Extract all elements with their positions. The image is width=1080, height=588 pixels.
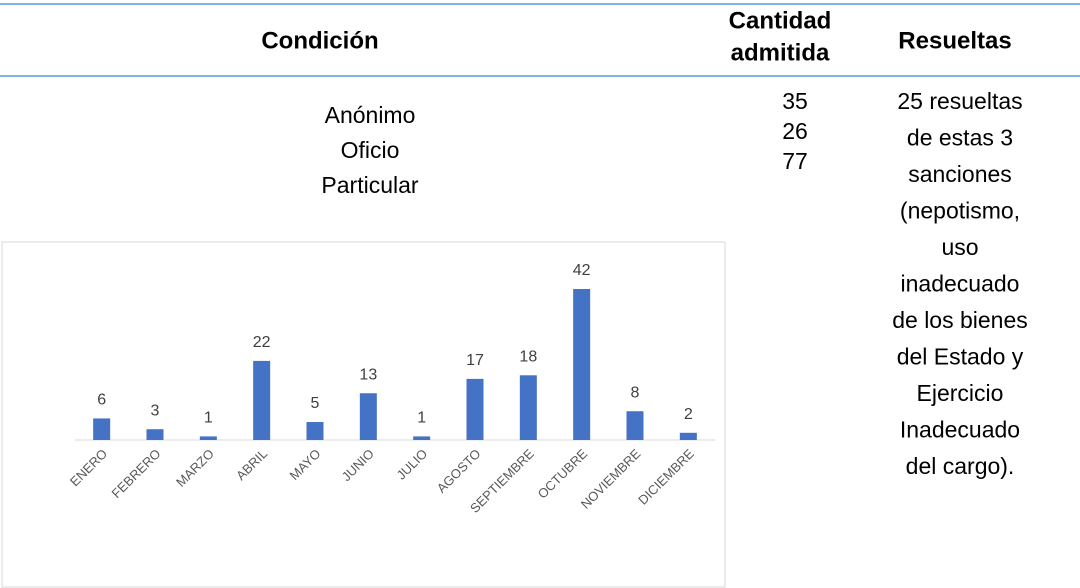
data-label: 1 [417,410,426,427]
bar [573,289,591,440]
quantity: 77 [782,148,808,174]
quantity: 26 [782,118,808,144]
resueltas-line: sanciones [908,161,1012,187]
condition: Particular [321,172,418,198]
data-label: 13 [359,366,377,383]
data-label: 3 [151,402,160,419]
resueltas-line: Inadecuado [900,417,1020,443]
bar [359,393,377,440]
bar [306,422,324,440]
data-label: 5 [311,395,320,412]
condition: Oficio [341,137,400,163]
resueltas-line: 25 resueltas [897,88,1022,114]
resueltas-line: del cargo). [906,453,1015,479]
data-label: 42 [573,262,591,279]
data-label: 18 [519,349,537,366]
header-cantidad: admitida [731,39,830,66]
bar [626,411,644,440]
resueltas-line: de estas 3 [907,125,1013,151]
bar [199,436,217,440]
resueltas-line: de los bienes [892,307,1028,333]
resueltas-line: inadecuado [901,271,1020,297]
bar [466,378,484,440]
bar [519,375,537,440]
resueltas-line: Ejercicio [917,380,1004,406]
resueltas-line: uso [941,234,978,260]
resueltas-line: del Estado y [897,344,1024,370]
resueltas-line: (nepotismo, [900,198,1020,224]
data-label: 22 [253,334,271,351]
header-resueltas: Resueltas [898,27,1011,54]
condition: Anónimo [325,102,416,128]
data-label: 17 [466,352,484,369]
data-label: 8 [631,384,640,401]
bar [93,418,111,440]
bar [146,429,164,440]
bar [679,432,697,440]
data-label: 1 [204,410,213,427]
data-label: 6 [97,392,106,409]
data-label: 2 [684,406,693,423]
bar [253,360,271,440]
bar [413,436,431,440]
header-cantidad: Cantidad [729,7,832,34]
header-condicion: Condición [261,27,378,54]
quantity: 35 [782,88,808,114]
